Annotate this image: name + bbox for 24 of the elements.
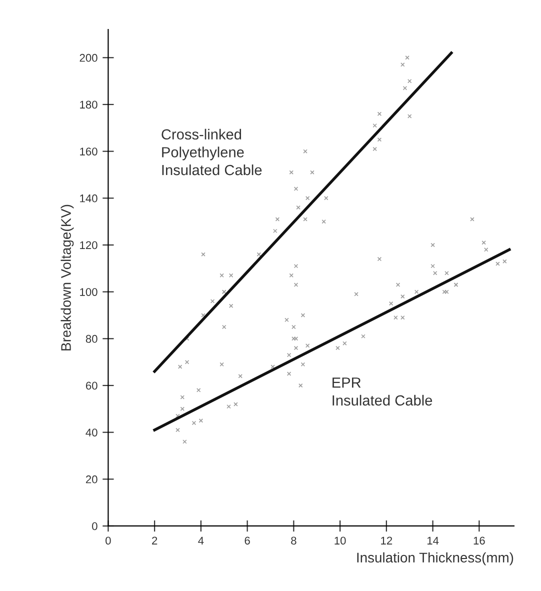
x-tick-label: 10 — [334, 536, 346, 545]
y-tick-label: 140 — [80, 194, 98, 202]
annotation: Cross-linked Polyethylene Insulated Cable — [162, 128, 262, 176]
y-tick-label: 180 — [80, 100, 98, 109]
x-tick-label: 16 — [474, 536, 485, 545]
y-tick-label: 200 — [80, 54, 98, 62]
x-tick-label: 14 — [427, 536, 439, 544]
y-axis-title: Breakdown Voltage(KV) — [60, 204, 74, 350]
x-tick-label: 8 — [291, 536, 296, 545]
x-tick-label: 12 — [381, 536, 392, 544]
annotation: EPR Insulated Cable — [332, 378, 432, 406]
y-tick-label: 80 — [86, 334, 98, 343]
y-tick-label: 40 — [86, 428, 98, 436]
y-tick-label: 60 — [86, 382, 98, 390]
x-tick-label: 6 — [244, 536, 250, 545]
y-tick-label: 160 — [80, 148, 98, 156]
y-tick-label: 0 — [92, 522, 98, 530]
y-tick-label: 120 — [80, 241, 98, 250]
x-tick-label: 0 — [106, 536, 111, 545]
x-tick-label: 4 — [198, 536, 204, 544]
x-axis-title: Insulation Thickness(mm) — [357, 552, 514, 566]
y-tick-label: 20 — [86, 475, 98, 484]
x-tick-label: 2 — [152, 536, 158, 544]
y-tick-label: 100 — [80, 288, 98, 296]
